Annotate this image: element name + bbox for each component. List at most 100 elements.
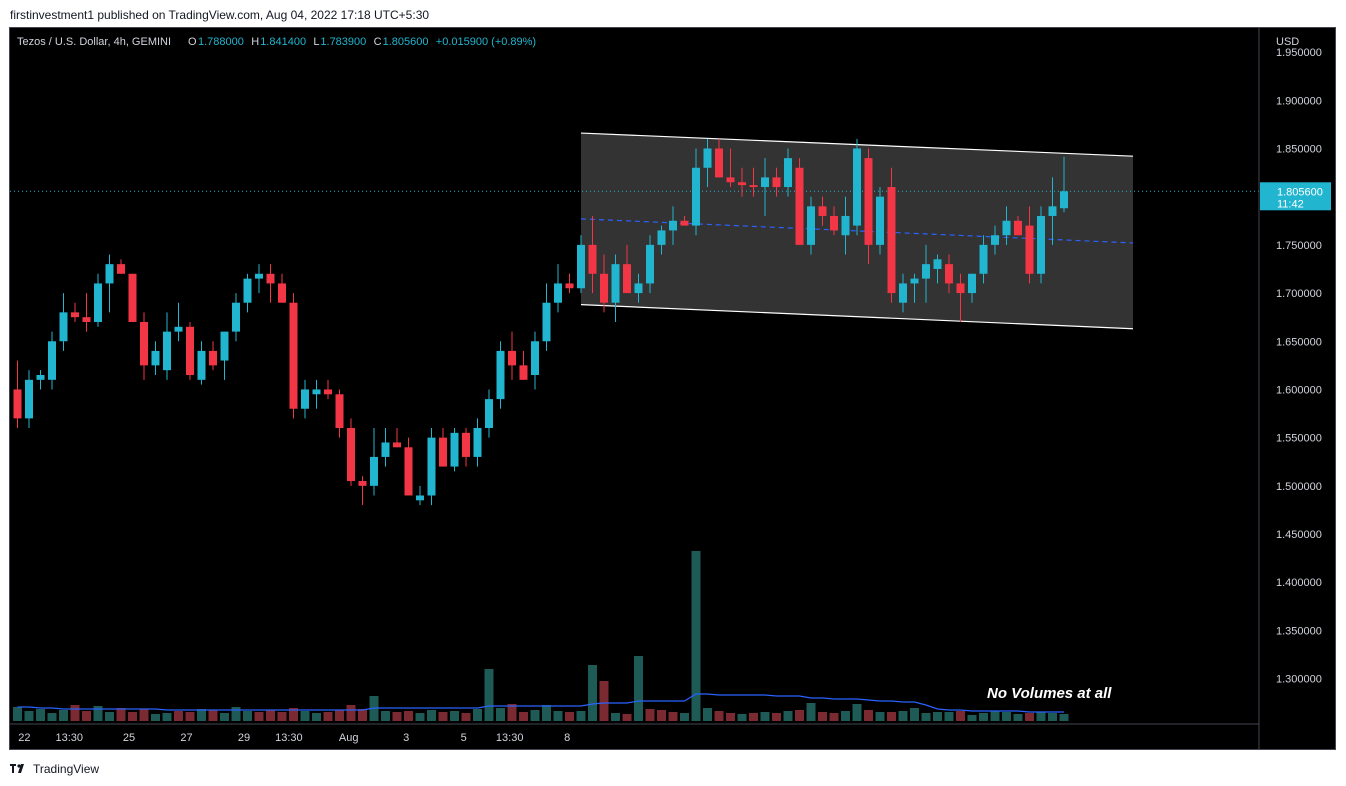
volume-bar xyxy=(519,712,528,721)
candle-body xyxy=(956,283,965,294)
y-tick-label: 1.900000 xyxy=(1276,95,1322,107)
candle-body xyxy=(761,177,769,188)
candle-body xyxy=(669,220,677,231)
candle-body xyxy=(922,264,930,279)
last-price-label: 1.805600 xyxy=(1277,186,1323,198)
volume-bar xyxy=(128,712,137,721)
volume-bar xyxy=(381,711,390,721)
volume-bar xyxy=(622,714,632,721)
volume-bar xyxy=(588,665,597,721)
candle-body xyxy=(830,215,838,231)
volume-bar xyxy=(599,681,609,721)
volume-bar xyxy=(300,711,310,721)
volume-bar xyxy=(634,656,643,721)
volume-bar xyxy=(852,704,862,721)
volume-bar xyxy=(289,708,298,721)
candle-body xyxy=(462,432,470,457)
x-tick-label: 13:30 xyxy=(55,732,83,744)
candle-body xyxy=(312,389,321,395)
volume-bar xyxy=(703,708,712,721)
volume-bar xyxy=(36,709,45,721)
candle-body xyxy=(404,447,413,496)
volume-bar xyxy=(1048,713,1057,721)
candle-body xyxy=(220,331,229,361)
candle-body xyxy=(795,167,804,245)
volume-bar xyxy=(714,711,724,721)
volume-bar xyxy=(691,551,701,721)
candle-body xyxy=(577,244,585,289)
candle-body xyxy=(301,389,309,409)
volume-bar xyxy=(668,712,678,721)
volume-bar xyxy=(749,713,758,721)
candle-body xyxy=(738,182,746,186)
volume-bar xyxy=(910,708,919,721)
candle-body xyxy=(841,215,850,236)
candle-body xyxy=(439,437,447,467)
candle-body xyxy=(416,495,424,501)
candle-body xyxy=(853,148,861,226)
candle-body xyxy=(565,283,574,289)
volume-bar xyxy=(565,712,574,721)
x-tick-label: 29 xyxy=(238,732,250,744)
candle-body xyxy=(1025,225,1034,274)
candle-body xyxy=(427,437,436,496)
candle-body xyxy=(864,158,873,245)
candle-body xyxy=(991,235,999,245)
volume-bar xyxy=(530,710,540,721)
candle-body xyxy=(807,206,815,245)
candle-body xyxy=(48,341,56,380)
ohlc-value: 1.783900 xyxy=(320,36,366,48)
volume-bar xyxy=(933,712,942,721)
candle-body xyxy=(933,259,942,269)
x-tick-label: 13:30 xyxy=(496,732,524,744)
ohlc-value: +0.015900 (+0.89%) xyxy=(436,36,536,48)
candle-body xyxy=(692,167,700,226)
y-tick-label: 1.700000 xyxy=(1276,288,1322,300)
volume-bar xyxy=(898,711,908,721)
candle-body xyxy=(473,428,482,457)
tradingview-logo-icon xyxy=(10,764,24,773)
volume-bar xyxy=(542,705,551,721)
volume-bar xyxy=(266,710,275,721)
candle-body xyxy=(1048,206,1057,216)
volume-bar xyxy=(1002,712,1011,721)
x-tick-label: 25 xyxy=(123,732,135,744)
ohlc-key: L xyxy=(313,36,319,48)
candle-body xyxy=(324,389,332,395)
candle-body xyxy=(726,177,735,183)
volume-bar xyxy=(105,712,114,721)
volume-bar xyxy=(921,713,931,721)
chart-frame[interactable] xyxy=(9,27,1336,750)
candle-body xyxy=(186,326,194,375)
candle-body xyxy=(255,273,263,279)
y-tick-label: 1.450000 xyxy=(1276,529,1322,541)
candle-body xyxy=(59,312,68,342)
volume-bar xyxy=(47,713,57,721)
candle-body xyxy=(508,350,516,366)
ohlc-key: H xyxy=(251,36,259,48)
volume-bar xyxy=(139,709,149,721)
candle-body xyxy=(623,264,631,294)
x-tick-label: 27 xyxy=(180,732,192,744)
candle-body xyxy=(634,283,643,294)
candle-body xyxy=(13,389,22,419)
candle-body xyxy=(542,302,551,342)
candle-body xyxy=(36,375,45,380)
volume-bar xyxy=(220,713,229,721)
candle-body xyxy=(519,365,528,380)
countdown-label: 11:42 xyxy=(1277,198,1304,210)
candle-body xyxy=(71,312,79,318)
volume-bar xyxy=(611,713,620,721)
candle-body xyxy=(393,442,401,448)
volume-bar xyxy=(507,704,517,721)
x-tick-label: 13:30 xyxy=(275,732,303,744)
volume-bar xyxy=(818,712,827,721)
candle-body xyxy=(381,442,390,457)
volume-bar xyxy=(312,713,321,721)
candle-body xyxy=(197,350,206,380)
candle-body xyxy=(232,302,240,332)
volume-bar xyxy=(392,712,402,721)
y-tick-label: 1.500000 xyxy=(1276,481,1322,493)
candle-body xyxy=(174,326,183,332)
